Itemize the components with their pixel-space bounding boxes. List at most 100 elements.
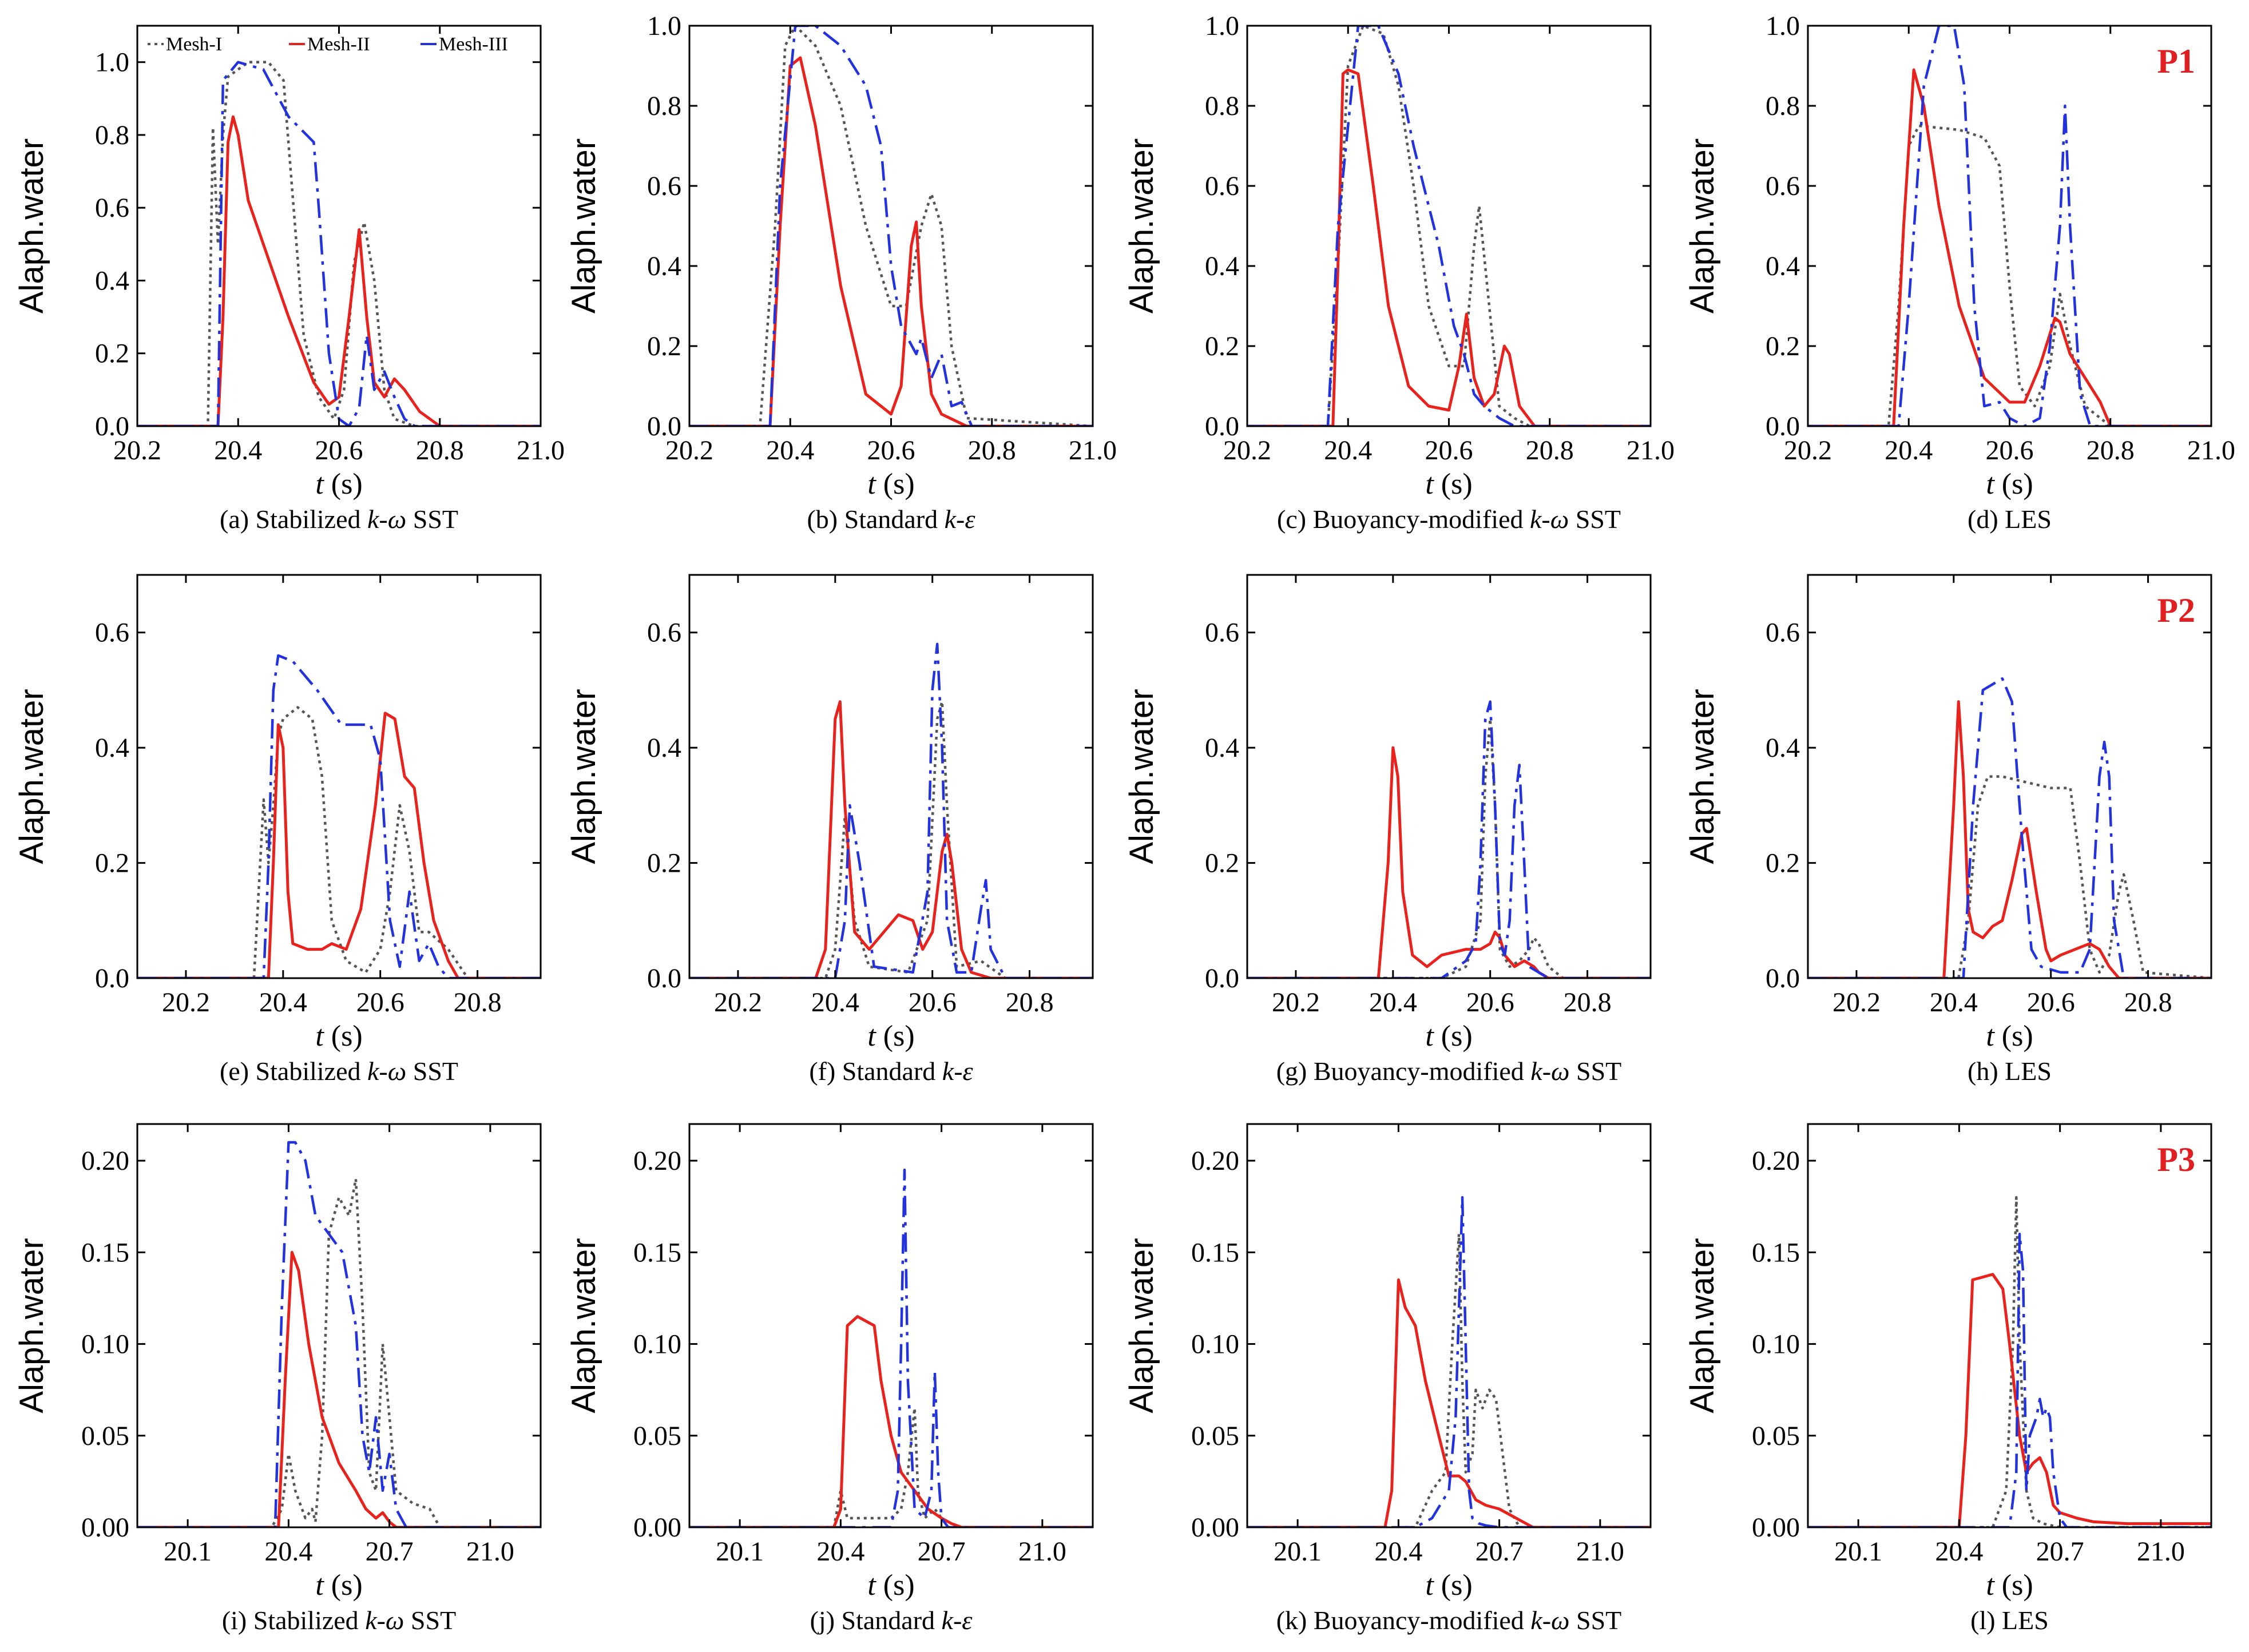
x-axis-label: t (s) bbox=[315, 468, 362, 501]
x-tick-label: 20.1 bbox=[164, 1536, 212, 1567]
series-line-mesh-iii bbox=[689, 1168, 1093, 1527]
y-tick-label: 0.6 bbox=[95, 618, 129, 648]
y-tick-label: 0.4 bbox=[647, 733, 681, 763]
y-tick-label: 0.4 bbox=[95, 733, 129, 763]
y-tick-label: 0.2 bbox=[95, 339, 129, 369]
y-tick-label: 0.2 bbox=[1766, 331, 1800, 362]
position-label: P1 bbox=[2157, 42, 2195, 80]
y-tick-label: 0.10 bbox=[633, 1329, 681, 1360]
y-tick-label: 0.05 bbox=[81, 1421, 129, 1451]
x-tick-label: 20.2 bbox=[113, 435, 161, 466]
y-tick-label: 0.0 bbox=[647, 411, 681, 442]
x-tick-label: 20.4 bbox=[214, 435, 262, 466]
series-line-mesh-iii bbox=[137, 654, 541, 978]
x-tick-label: 20.2 bbox=[1223, 435, 1271, 466]
x-tick-label: 20.2 bbox=[1784, 435, 1832, 466]
y-tick-label: 0.05 bbox=[1752, 1421, 1800, 1451]
series-line-mesh-iii bbox=[689, 26, 1093, 426]
y-tick-label: 0.10 bbox=[1191, 1329, 1239, 1360]
y-tick-label: 0.20 bbox=[633, 1146, 681, 1176]
y-tick-label: 0.2 bbox=[647, 331, 681, 362]
x-tick-label: 20.8 bbox=[1006, 987, 1054, 1018]
chart-panel-c: 0.0 0.2 0.4 0.6 0.8 1.0 20.2 20.4 20.6 20.8 21.0 Al… bbox=[1123, 11, 1675, 534]
x-tick-label: 20.6 bbox=[356, 987, 404, 1018]
y-tick-label: 0.10 bbox=[81, 1329, 129, 1360]
panel-caption: (g) Buoyancy-modified k-ω SST bbox=[1276, 1057, 1622, 1086]
x-axis-label: t (s) bbox=[867, 468, 914, 501]
y-tick-label: 0.05 bbox=[633, 1421, 681, 1451]
panel-caption: (f) Standard k-ε bbox=[809, 1057, 973, 1086]
legend-label: Mesh-III bbox=[439, 34, 508, 55]
series-line-mesh-iii bbox=[1808, 677, 2211, 978]
series-line-mesh-ii bbox=[1808, 1273, 2211, 1527]
x-tick-label: 21.0 bbox=[2137, 1536, 2185, 1567]
y-tick-label: 0.6 bbox=[1205, 618, 1239, 648]
y-axis-label: Alaph.water bbox=[13, 138, 50, 313]
y-tick-label: 0.2 bbox=[1766, 848, 1800, 879]
series-line-mesh-ii bbox=[689, 56, 1093, 426]
y-tick-label: 0.0 bbox=[1766, 411, 1800, 442]
x-tick-label: 20.8 bbox=[2124, 987, 2172, 1018]
y-tick-label: 0.4 bbox=[95, 265, 129, 296]
y-tick-label: 0.20 bbox=[1752, 1146, 1800, 1176]
series-line-mesh-i bbox=[137, 706, 541, 978]
x-tick-label: 20.4 bbox=[816, 1536, 864, 1567]
series-line-mesh-i bbox=[1808, 124, 2211, 426]
panel-caption: (a) Stabilized k-ω SST bbox=[220, 505, 458, 534]
x-tick-label: 21.0 bbox=[1576, 1536, 1624, 1567]
x-tick-label: 20.1 bbox=[1834, 1536, 1882, 1567]
x-axis-label: t (s) bbox=[867, 1569, 914, 1602]
x-tick-label: 20.4 bbox=[264, 1536, 312, 1567]
y-tick-label: 0.05 bbox=[1191, 1421, 1239, 1451]
panel-caption: (c) Buoyancy-modified k-ω SST bbox=[1277, 505, 1621, 534]
x-tick-label: 20.7 bbox=[918, 1536, 966, 1567]
chart-panel-j: 0.00 0.05 0.10 0.15 0.20 20.1 20.4 20.7 21.0 Alap… bbox=[565, 1123, 1094, 1635]
x-tick-label: 20.8 bbox=[968, 435, 1016, 466]
x-tick-label: 20.7 bbox=[366, 1536, 414, 1567]
x-tick-label: 20.6 bbox=[2027, 987, 2075, 1018]
position-label: P2 bbox=[2157, 591, 2195, 629]
chart-panel-g: 0.0 0.2 0.4 0.6 20.2 20.4 20.6 20.8 Alaph.water t… bbox=[1123, 574, 1652, 1086]
panel-caption: (d) LES bbox=[1968, 505, 2052, 534]
y-tick-label: 0.6 bbox=[647, 618, 681, 648]
plot-frame bbox=[1246, 574, 1652, 979]
y-axis-label: Alaph.water bbox=[13, 1238, 50, 1413]
y-axis-label: Alaph.water bbox=[1123, 138, 1160, 313]
y-tick-label: 0.6 bbox=[1766, 618, 1800, 648]
y-tick-label: 0.00 bbox=[1752, 1512, 1800, 1543]
x-axis-label: t (s) bbox=[1425, 468, 1472, 501]
y-tick-label: 0.20 bbox=[1191, 1146, 1239, 1176]
y-tick-label: 0.2 bbox=[1205, 848, 1239, 879]
y-tick-label: 0.4 bbox=[1766, 251, 1800, 281]
y-tick-label: 0.6 bbox=[647, 171, 681, 201]
y-tick-label: 0.2 bbox=[647, 848, 681, 879]
x-axis-label: t (s) bbox=[315, 1569, 362, 1602]
series-line-mesh-iii bbox=[1247, 26, 1651, 426]
x-axis-label: t (s) bbox=[1425, 1020, 1472, 1053]
series-line-mesh-ii bbox=[1808, 700, 2211, 978]
x-tick-label: 21.0 bbox=[1018, 1536, 1066, 1567]
x-tick-label: 21.0 bbox=[466, 1536, 514, 1567]
chart-panel-a: 0.0 0.2 0.4 0.6 0.8 1.0 20.2 20.4 20.6 20.8 21.0 Al… bbox=[13, 25, 565, 534]
x-tick-label: 20.6 bbox=[1986, 435, 2034, 466]
chart-panel-i: 0.00 0.05 0.10 0.15 0.20 20.1 20.4 20.7 21.0 Alap… bbox=[13, 1123, 542, 1635]
x-axis-label: t (s) bbox=[1986, 468, 2033, 501]
chart-panel-h: 0.0 0.2 0.4 0.6 20.2 20.4 20.6 20.8 Alaph.water t… bbox=[1684, 574, 2212, 1086]
series-line-mesh-i bbox=[689, 700, 1093, 978]
y-axis-label: Alaph.water bbox=[565, 689, 602, 864]
x-tick-label: 20.1 bbox=[716, 1536, 764, 1567]
y-tick-label: 0.15 bbox=[633, 1237, 681, 1268]
x-tick-label: 20.8 bbox=[2087, 435, 2135, 466]
position-label: P3 bbox=[2157, 1141, 2195, 1178]
plot-frame bbox=[688, 1123, 1094, 1528]
y-axis-label: Alaph.water bbox=[1684, 689, 1721, 864]
x-tick-label: 20.2 bbox=[1272, 987, 1320, 1018]
series-line-mesh-i bbox=[1808, 1196, 2211, 1527]
y-tick-label: 0.2 bbox=[95, 848, 129, 879]
x-tick-label: 20.4 bbox=[1369, 987, 1417, 1018]
series-line-mesh-i bbox=[1247, 1233, 1651, 1527]
series-line-mesh-i bbox=[689, 1407, 1093, 1527]
y-tick-label: 0.8 bbox=[1205, 91, 1239, 121]
series-line-mesh-iii bbox=[1247, 1196, 1651, 1527]
y-tick-label: 0.4 bbox=[647, 251, 681, 281]
